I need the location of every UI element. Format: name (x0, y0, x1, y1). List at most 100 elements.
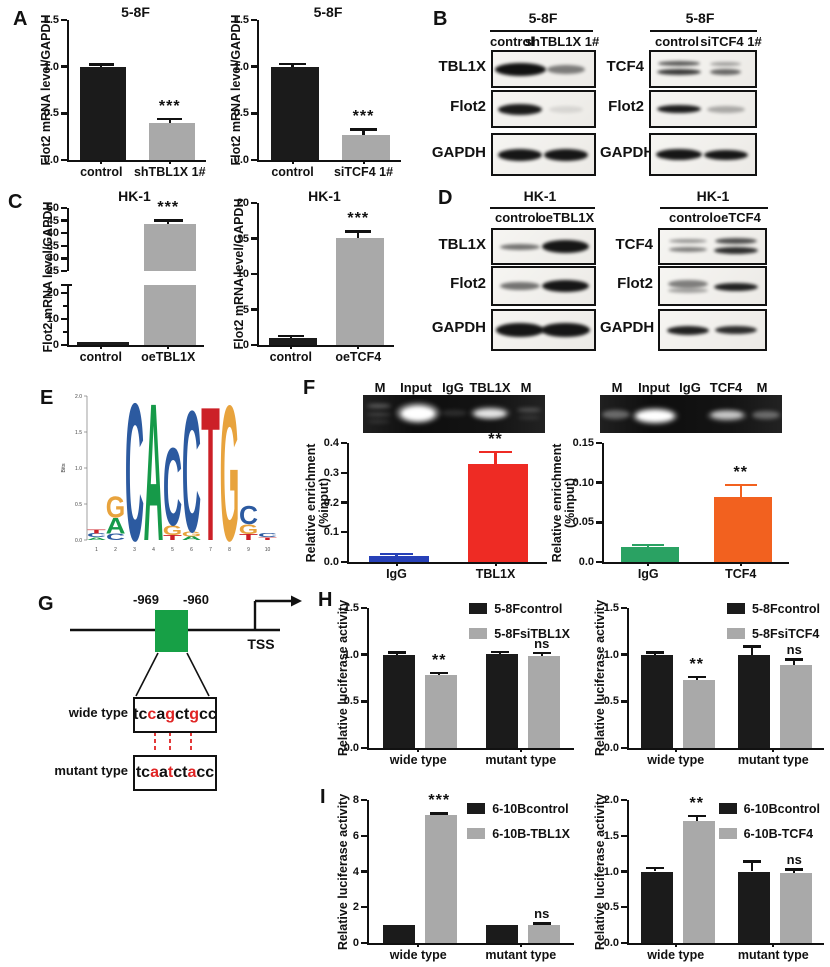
x-category-label: wide type (389, 753, 447, 767)
logo-letter: T (258, 536, 278, 541)
logo-letter: A (87, 537, 107, 541)
bar (640, 654, 673, 748)
bar (467, 463, 528, 562)
y-tick (61, 112, 67, 115)
y-tick-label: 5 (242, 303, 249, 316)
chart-chip-enrichment-tbl1x: Relative enrichment (%input) 0.0 0.1 0.2 0.3 0… (300, 431, 555, 581)
chart-title: 5-8F (313, 4, 343, 20)
significance-label: *** (347, 210, 370, 228)
panel-label-a: A (13, 8, 28, 30)
error-bar-cap (687, 675, 706, 679)
y-tick-label: 0.5 (43, 107, 59, 120)
x-category-label: oeTBL1X (141, 350, 196, 364)
error-bar-cap (88, 63, 114, 66)
title-underline (660, 207, 768, 209)
significance-label: *** (157, 199, 180, 217)
y-tick (61, 343, 67, 347)
protein-band (669, 247, 708, 252)
significance-label: *** (428, 792, 451, 810)
gel-lane-label: M (611, 380, 623, 395)
sequence-letter: a (150, 764, 159, 781)
protein-band (668, 280, 709, 288)
chart-flot2-mrna-oetbl1x: HK-1 Flot2 mRNA level/GAPDH 25 30 35 40 45 50 0 1… (8, 188, 208, 366)
y-tick-label: 20 (236, 197, 249, 209)
sequence-letter: t (135, 764, 142, 781)
significance-label: *** (158, 97, 181, 115)
x-tick (168, 160, 171, 164)
y-tick (596, 481, 602, 484)
y-tick-label: 0.15 (572, 437, 594, 449)
protein-band (546, 64, 585, 74)
y-tick-label: 0.5 (343, 695, 359, 708)
panel-label-g: G (38, 593, 54, 615)
x-category-label: TCF4 (725, 567, 757, 581)
svg-text:1.5: 1.5 (75, 430, 82, 436)
gel-image (363, 395, 545, 433)
logo-letter: G (163, 523, 182, 538)
x-category-label: siTCF4 1# (333, 165, 394, 179)
x-tick (289, 345, 292, 349)
y-tick (61, 206, 67, 210)
plot-area (257, 203, 394, 347)
y-tick (361, 834, 367, 837)
blot-box (658, 266, 767, 306)
title-underline (490, 207, 595, 209)
blot-box (649, 50, 757, 88)
protein-band (669, 238, 708, 243)
sequence-letter: t (167, 764, 174, 781)
y-tick-label: 0.0 (578, 556, 594, 568)
legend-item: 5-8Fcontrol (469, 596, 570, 621)
protein-label: GAPDH (600, 319, 655, 336)
x-category-label: wide type (647, 753, 705, 767)
x-tick (674, 943, 677, 947)
logo-letter: C (258, 533, 277, 539)
error-bar-cap (724, 483, 757, 487)
sequence-letter: a (187, 764, 197, 781)
error-bar (751, 861, 754, 872)
error-bar-cap (350, 128, 377, 131)
diagram-lines (70, 595, 302, 753)
error-bar-cap (388, 651, 407, 655)
gel-band (474, 408, 507, 418)
y-tick-label: 45 (46, 214, 59, 227)
y-tick-label: 1.0 (603, 648, 619, 661)
bar (738, 654, 771, 748)
x-tick (674, 748, 677, 752)
significance-label: ** (488, 430, 503, 448)
x-category-label: control (79, 350, 122, 364)
error-bar (494, 451, 497, 464)
chart-flot2-mrna-shtbl1x: 5-8F Flot2 mRNA level/GAPDH 0.0 0.5 1.0 1.5 co… (10, 4, 210, 179)
svg-text:2.0: 2.0 (75, 394, 82, 400)
error-bar-cap (430, 671, 449, 675)
error-bar (362, 129, 365, 135)
x-category-label: control (80, 165, 123, 179)
svg-text:4: 4 (152, 547, 155, 553)
sequence-letter: t (182, 764, 188, 781)
gel-lane-label: IgG (442, 380, 464, 395)
x-tick (647, 562, 650, 566)
protein-band (714, 237, 757, 244)
y-tick (361, 606, 367, 610)
legend-label: 5-8FsiTCF4 (751, 626, 820, 641)
blot-box (491, 266, 596, 306)
panel-label-c: C (8, 191, 23, 213)
logo-letter: C (182, 388, 201, 568)
legend-swatch (467, 803, 486, 814)
logo-letter: G (182, 530, 201, 538)
sequence-letter: c (199, 706, 208, 723)
y-tick (251, 201, 257, 205)
chart-flot2-mrna-sitcf4: 5-8F Flot2 mRNA level/GAPDH 0.0 0.5 1.0 1.5 co… (200, 4, 405, 179)
logo-letter: T (201, 388, 220, 568)
legend-item: 5-8FsiTBL1X (469, 621, 570, 646)
y-tick (621, 746, 627, 750)
gel-band (441, 410, 467, 416)
x-category-label: mutant type (737, 948, 809, 962)
sequence-letter: c (141, 764, 151, 781)
bar (713, 496, 772, 562)
x-tick (99, 345, 102, 349)
bar (76, 342, 129, 345)
y-tick (596, 560, 602, 564)
error-bar-cap (277, 334, 304, 338)
y-axis-label: Relative luciferase activity (336, 599, 350, 757)
